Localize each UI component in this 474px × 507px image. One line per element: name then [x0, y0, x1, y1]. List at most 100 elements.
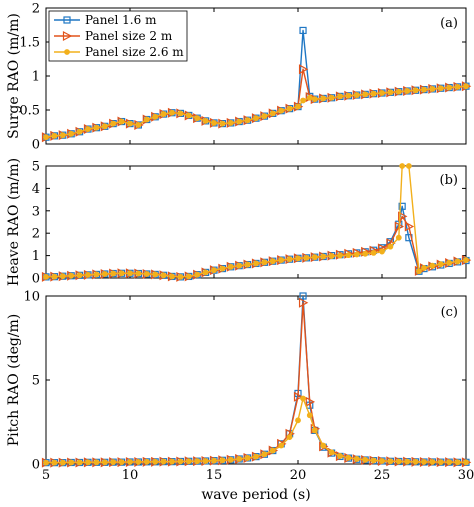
heave-point-panel-2-6 — [387, 243, 394, 250]
heave-point-panel-2-6 — [405, 163, 412, 169]
pitch-point-panel-2-6 — [110, 459, 117, 466]
x-tick-label: 15 — [206, 468, 223, 483]
heave-point-panel-2-6 — [362, 250, 369, 257]
surge-line-panel-2-6 — [46, 85, 466, 138]
heave-point-panel-2-6 — [51, 273, 58, 280]
surge-point-panel-2-6 — [135, 122, 142, 128]
pitch-point-panel-2-6 — [152, 458, 159, 465]
pitch-point-panel-2-6 — [85, 459, 91, 466]
pitch-point-panel-2-6 — [362, 456, 369, 463]
heave-point-panel-2-6 — [463, 257, 469, 263]
legend-marker-panel-2-icon — [62, 31, 73, 41]
surge-point-panel-2-6 — [93, 124, 100, 131]
pitch-point-panel-2-6 — [135, 459, 142, 465]
legend: Panel 1.6 m Panel size 2 m Panel size 2.… — [48, 10, 188, 62]
pitch-point-panel-2-6 — [76, 459, 83, 466]
pitch-point-panel-2-6 — [68, 459, 75, 466]
surge-point-panel-2-6 — [446, 84, 453, 91]
pitch-point-panel-2 — [305, 396, 316, 407]
surge-y-tick-label: 1 — [32, 70, 40, 85]
heave-point-panel-2-6 — [328, 253, 335, 259]
heave-point-panel-2-6 — [278, 257, 285, 263]
pitch-y-axis-label: Pitch RAO (deg/m) — [6, 314, 22, 447]
pitch-point-panel-2-6 — [320, 442, 327, 449]
surge-point-panel-2-6 — [454, 83, 461, 90]
surge-point-panel-2-6 — [353, 92, 360, 98]
heave-point-panel-2-6 — [135, 270, 142, 277]
pitch-point-panel-2-6 — [370, 457, 377, 464]
legend-circle-marker-icon — [64, 49, 70, 55]
pitch-point-panel-2-6 — [278, 442, 285, 449]
heave-point-panel-2-6 — [295, 255, 301, 262]
surge-point-panel-2-6 — [269, 110, 276, 117]
pitch-point-panel-2-6 — [463, 459, 469, 466]
heave-point-panel-2-6 — [379, 248, 385, 255]
surge-point-panel-2-6 — [311, 96, 318, 103]
heave-point-panel-2-6 — [311, 254, 318, 261]
heave-point-panel-2-6 — [76, 272, 83, 279]
heave-point-panel-2-6 — [395, 234, 402, 241]
pitch-point-panel-2-6 — [194, 458, 201, 465]
surge-point-panel-2-6 — [345, 92, 352, 99]
heave-point-panel-2-6 — [269, 258, 276, 265]
pitch-point-panel-2-6 — [395, 458, 402, 465]
surge-point-panel-2-6 — [185, 112, 192, 119]
pitch-point-panel-2-6 — [236, 456, 243, 462]
heave-point-panel-2-6 — [160, 272, 167, 279]
heave-point-panel-2-6 — [320, 253, 327, 260]
surge-series — [41, 26, 472, 143]
pitch-point-panel-2-6 — [286, 434, 293, 441]
heave-point-panel-2-6 — [446, 259, 453, 266]
heave-y-tick-label: 0 — [32, 272, 40, 287]
heave-y-tick-label: 2 — [32, 227, 40, 242]
legend-marker-panel-2-6-icon — [64, 49, 70, 55]
pitch-point-panel-2-6 — [387, 458, 394, 465]
pitch-point-panel-2-6 — [306, 412, 313, 419]
x-tick-label: 25 — [374, 468, 391, 483]
heave-point-panel-2-6 — [244, 261, 251, 268]
heave-point-panel-2-6 — [127, 270, 133, 277]
pitch-series — [41, 292, 472, 468]
legend-square-marker-icon — [63, 16, 71, 24]
heave-point-panel-2 — [398, 211, 408, 222]
heave-line-panel-2-6 — [46, 166, 466, 278]
surge-y-tick-label: 2 — [32, 2, 40, 17]
surge-point-panel-2-6 — [244, 117, 251, 124]
heave-point-panel-2-6 — [454, 258, 461, 265]
surge-point-panel-2-6 — [278, 107, 285, 114]
legend-triangle-marker-icon — [62, 31, 73, 41]
heave-point-panel-2-6 — [261, 259, 268, 266]
heave-y-axis-label: Heave RAO (m/m) — [6, 158, 22, 286]
surge-y-tick-label: 0.5 — [19, 104, 40, 119]
surge-point-panel-2-6 — [110, 120, 117, 127]
pitch-point-panel-2-6 — [177, 458, 184, 465]
heave-point-panel-1-6 — [398, 202, 406, 210]
heave-point-panel-2-6 — [85, 271, 91, 278]
pitch-point-panel-2 — [298, 297, 309, 308]
pitch-point-panel-2-6 — [43, 459, 49, 466]
heave-point-panel-2-6 — [416, 268, 422, 275]
heave-rao-panel: 0 1 2 3 4 5 (b) Heave RAO (m/m) — [6, 158, 472, 287]
surge-point-panel-2-6 — [177, 110, 184, 117]
surge-point-panel-2-6 — [300, 97, 306, 104]
surge-y-tick-label: 1.5 — [19, 36, 40, 51]
heave-point-panel-2-6 — [202, 269, 209, 276]
pitch-point-panel-2-6 — [101, 459, 108, 466]
surge-point-panel-2-6 — [101, 123, 108, 130]
pitch-point-panel-2-6 — [202, 458, 209, 464]
legend-marker-panel-1-6-icon — [63, 16, 71, 24]
pitch-point-panel-2-6 — [269, 447, 276, 454]
surge-point-panel-2-6 — [85, 126, 91, 132]
pitch-point-panel-2-6 — [345, 454, 352, 461]
x-tick-label: 10 — [122, 468, 139, 483]
surge-point-panel-2-6 — [211, 120, 217, 126]
pitch-point-panel-2-6 — [437, 459, 444, 466]
surge-point-panel-2-6 — [437, 85, 444, 92]
heave-point-panel-2-6 — [370, 250, 377, 256]
surge-point-panel-2 — [298, 64, 309, 75]
pitch-y-tick-label: 0 — [32, 458, 40, 473]
heave-y-tick-label: 3 — [32, 204, 40, 219]
pitch-point-panel-2-6 — [169, 458, 175, 465]
